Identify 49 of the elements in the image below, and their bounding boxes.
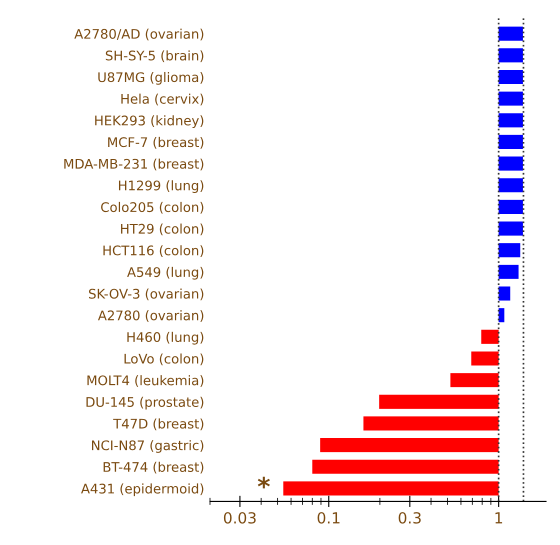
bar <box>320 438 499 452</box>
y-tick-label: A2780/AD (ovarian) <box>74 28 204 40</box>
y-tick-label: Hela (cervix) <box>121 94 204 106</box>
y-tick-label: MOLT4 (leukemia) <box>87 375 204 387</box>
x-tick-label: 1 <box>495 512 502 524</box>
x-tick-label: 0.3 <box>398 512 421 524</box>
y-tick-label: SK-OV-3 (ovarian) <box>88 288 204 300</box>
bar <box>498 222 523 236</box>
bar <box>498 70 523 84</box>
y-tick-label: SH-SY-5 (brain) <box>106 50 204 62</box>
bar <box>498 113 523 128</box>
y-tick-label: H460 (lung) <box>127 332 204 345</box>
y-tick-label: LoVo (colon) <box>124 353 204 366</box>
y-tick-label: U87MG (glioma) <box>98 72 204 85</box>
y-tick-label: H1299 (lung) <box>118 180 204 194</box>
bar <box>498 308 504 322</box>
x-tick-label: 0.03 <box>224 512 256 524</box>
bar <box>498 264 519 279</box>
bar <box>498 48 523 62</box>
bar <box>498 134 523 149</box>
y-tick-label: DU-145 (prostate) <box>86 396 204 410</box>
y-tick-label: Colo205 (colon) <box>101 202 204 214</box>
bar <box>363 416 499 430</box>
y-tick-label: A2780 (ovarian) <box>98 310 204 322</box>
y-tick-label: MDA-MB-231 (breast) <box>64 158 204 170</box>
x-tick-label: 0.1 <box>318 512 340 524</box>
y-tick-label: A431 (epidermoid) <box>81 483 204 496</box>
y-tick-label: BT-474 (breast) <box>104 462 204 474</box>
y-tick-label: NCI-N87 (gastric) <box>92 440 204 453</box>
bar <box>471 351 499 366</box>
y-tick-label: HT29 (colon) <box>121 224 204 236</box>
bar <box>498 26 523 41</box>
bar <box>481 330 499 344</box>
bar <box>498 92 523 106</box>
bar <box>498 243 520 258</box>
annotation: * <box>258 476 270 488</box>
bar <box>312 460 499 474</box>
bar <box>498 156 523 171</box>
bar <box>498 178 523 192</box>
bar <box>498 200 523 214</box>
bar <box>283 481 499 496</box>
y-tick-label: MCF-7 (breast) <box>108 136 204 149</box>
bar <box>379 394 499 409</box>
bar <box>498 286 510 301</box>
y-tick-label: A549 (lung) <box>127 266 204 280</box>
y-tick-label: T47D (breast) <box>113 418 204 430</box>
y-tick-label: HEK293 (kidney) <box>95 115 204 128</box>
bar <box>450 373 499 388</box>
y-tick-label: HCT116 (colon) <box>103 245 204 257</box>
